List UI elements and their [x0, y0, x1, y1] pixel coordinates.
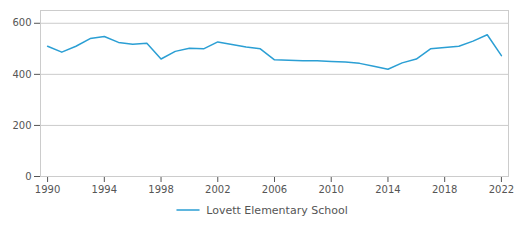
svg-text:2014: 2014 — [375, 184, 400, 195]
svg-text:2010: 2010 — [319, 184, 344, 195]
svg-text:2022: 2022 — [489, 184, 514, 195]
html-text:Lovett Elementary School: Lovett Elementary School — [206, 203, 348, 217]
svg-text:2018: 2018 — [432, 184, 457, 195]
svg-text:2002: 2002 — [205, 184, 230, 195]
svg-text:2006: 2006 — [262, 184, 287, 195]
svg-text:600: 600 — [12, 17, 31, 28]
svg-text:200: 200 — [12, 120, 31, 131]
svg-text:1998: 1998 — [148, 184, 173, 195]
svg-text:400: 400 — [12, 69, 31, 80]
svg-text:1994: 1994 — [92, 184, 117, 195]
svg-text:0: 0 — [25, 171, 31, 182]
svg-text:1990: 1990 — [35, 184, 60, 195]
